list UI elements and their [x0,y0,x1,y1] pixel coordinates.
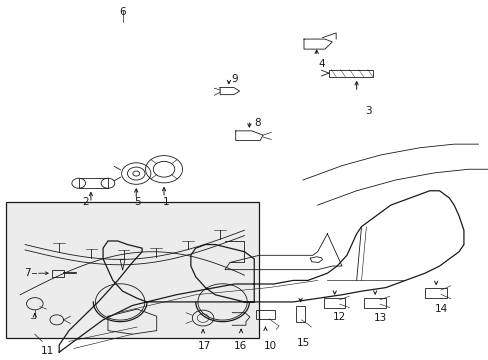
Bar [328,69,372,77]
Text: 4: 4 [318,59,324,69]
Bar [425,288,446,298]
Bar [295,306,305,321]
Bar [255,310,275,319]
Bar [324,298,345,308]
Text: 15: 15 [296,338,309,348]
Text: 8: 8 [254,118,261,128]
Bar [5,202,259,338]
Bar [364,298,385,308]
Text: 13: 13 [373,313,386,323]
Bar [52,270,64,277]
Text: 10: 10 [263,341,276,351]
Text: 9: 9 [231,74,238,84]
Text: 5: 5 [134,197,140,207]
Text: 3: 3 [365,106,371,116]
Text: 11: 11 [41,346,54,356]
Text: 7: 7 [24,268,31,278]
Text: 12: 12 [332,312,346,322]
Text: 16: 16 [233,341,247,351]
Text: 1: 1 [163,197,169,207]
Text: 17: 17 [198,341,211,351]
Text: 6: 6 [119,7,125,17]
Text: 2: 2 [82,197,89,207]
Bar [79,178,108,188]
Text: 14: 14 [433,304,447,314]
